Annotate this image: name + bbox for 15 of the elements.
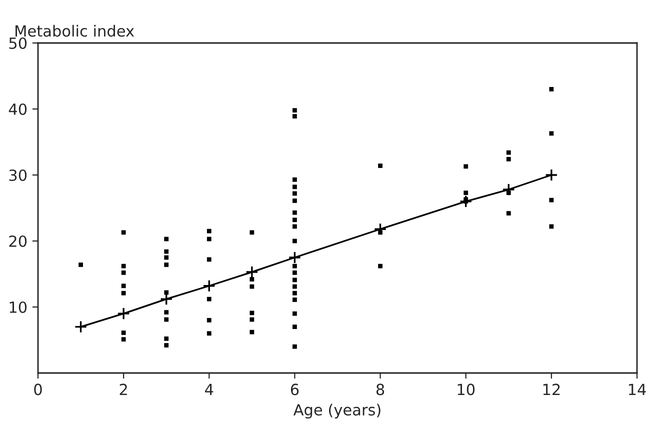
x-tick-label: 12 — [543, 384, 560, 396]
x-axis-title: Age (years) — [293, 404, 380, 419]
x-tick-label: 8 — [376, 384, 384, 396]
x-tick-label: 6 — [290, 384, 299, 396]
x-tick-label: 14 — [628, 384, 646, 396]
y-tick-label: 50 — [9, 37, 27, 50]
x-tick-label: 4 — [205, 384, 214, 396]
x-tick-label: 2 — [120, 384, 127, 396]
x-tick-label: 0 — [34, 384, 42, 396]
y-axis-title: Metabolic index — [16, 24, 134, 37]
y-tick-label: 30 — [9, 169, 27, 182]
y-tick-label: 40 — [8, 103, 27, 116]
y-tick-label: 10 — [10, 301, 27, 314]
x-tick-label: 10 — [458, 384, 475, 396]
y-tick-label: 20 — [9, 235, 27, 248]
